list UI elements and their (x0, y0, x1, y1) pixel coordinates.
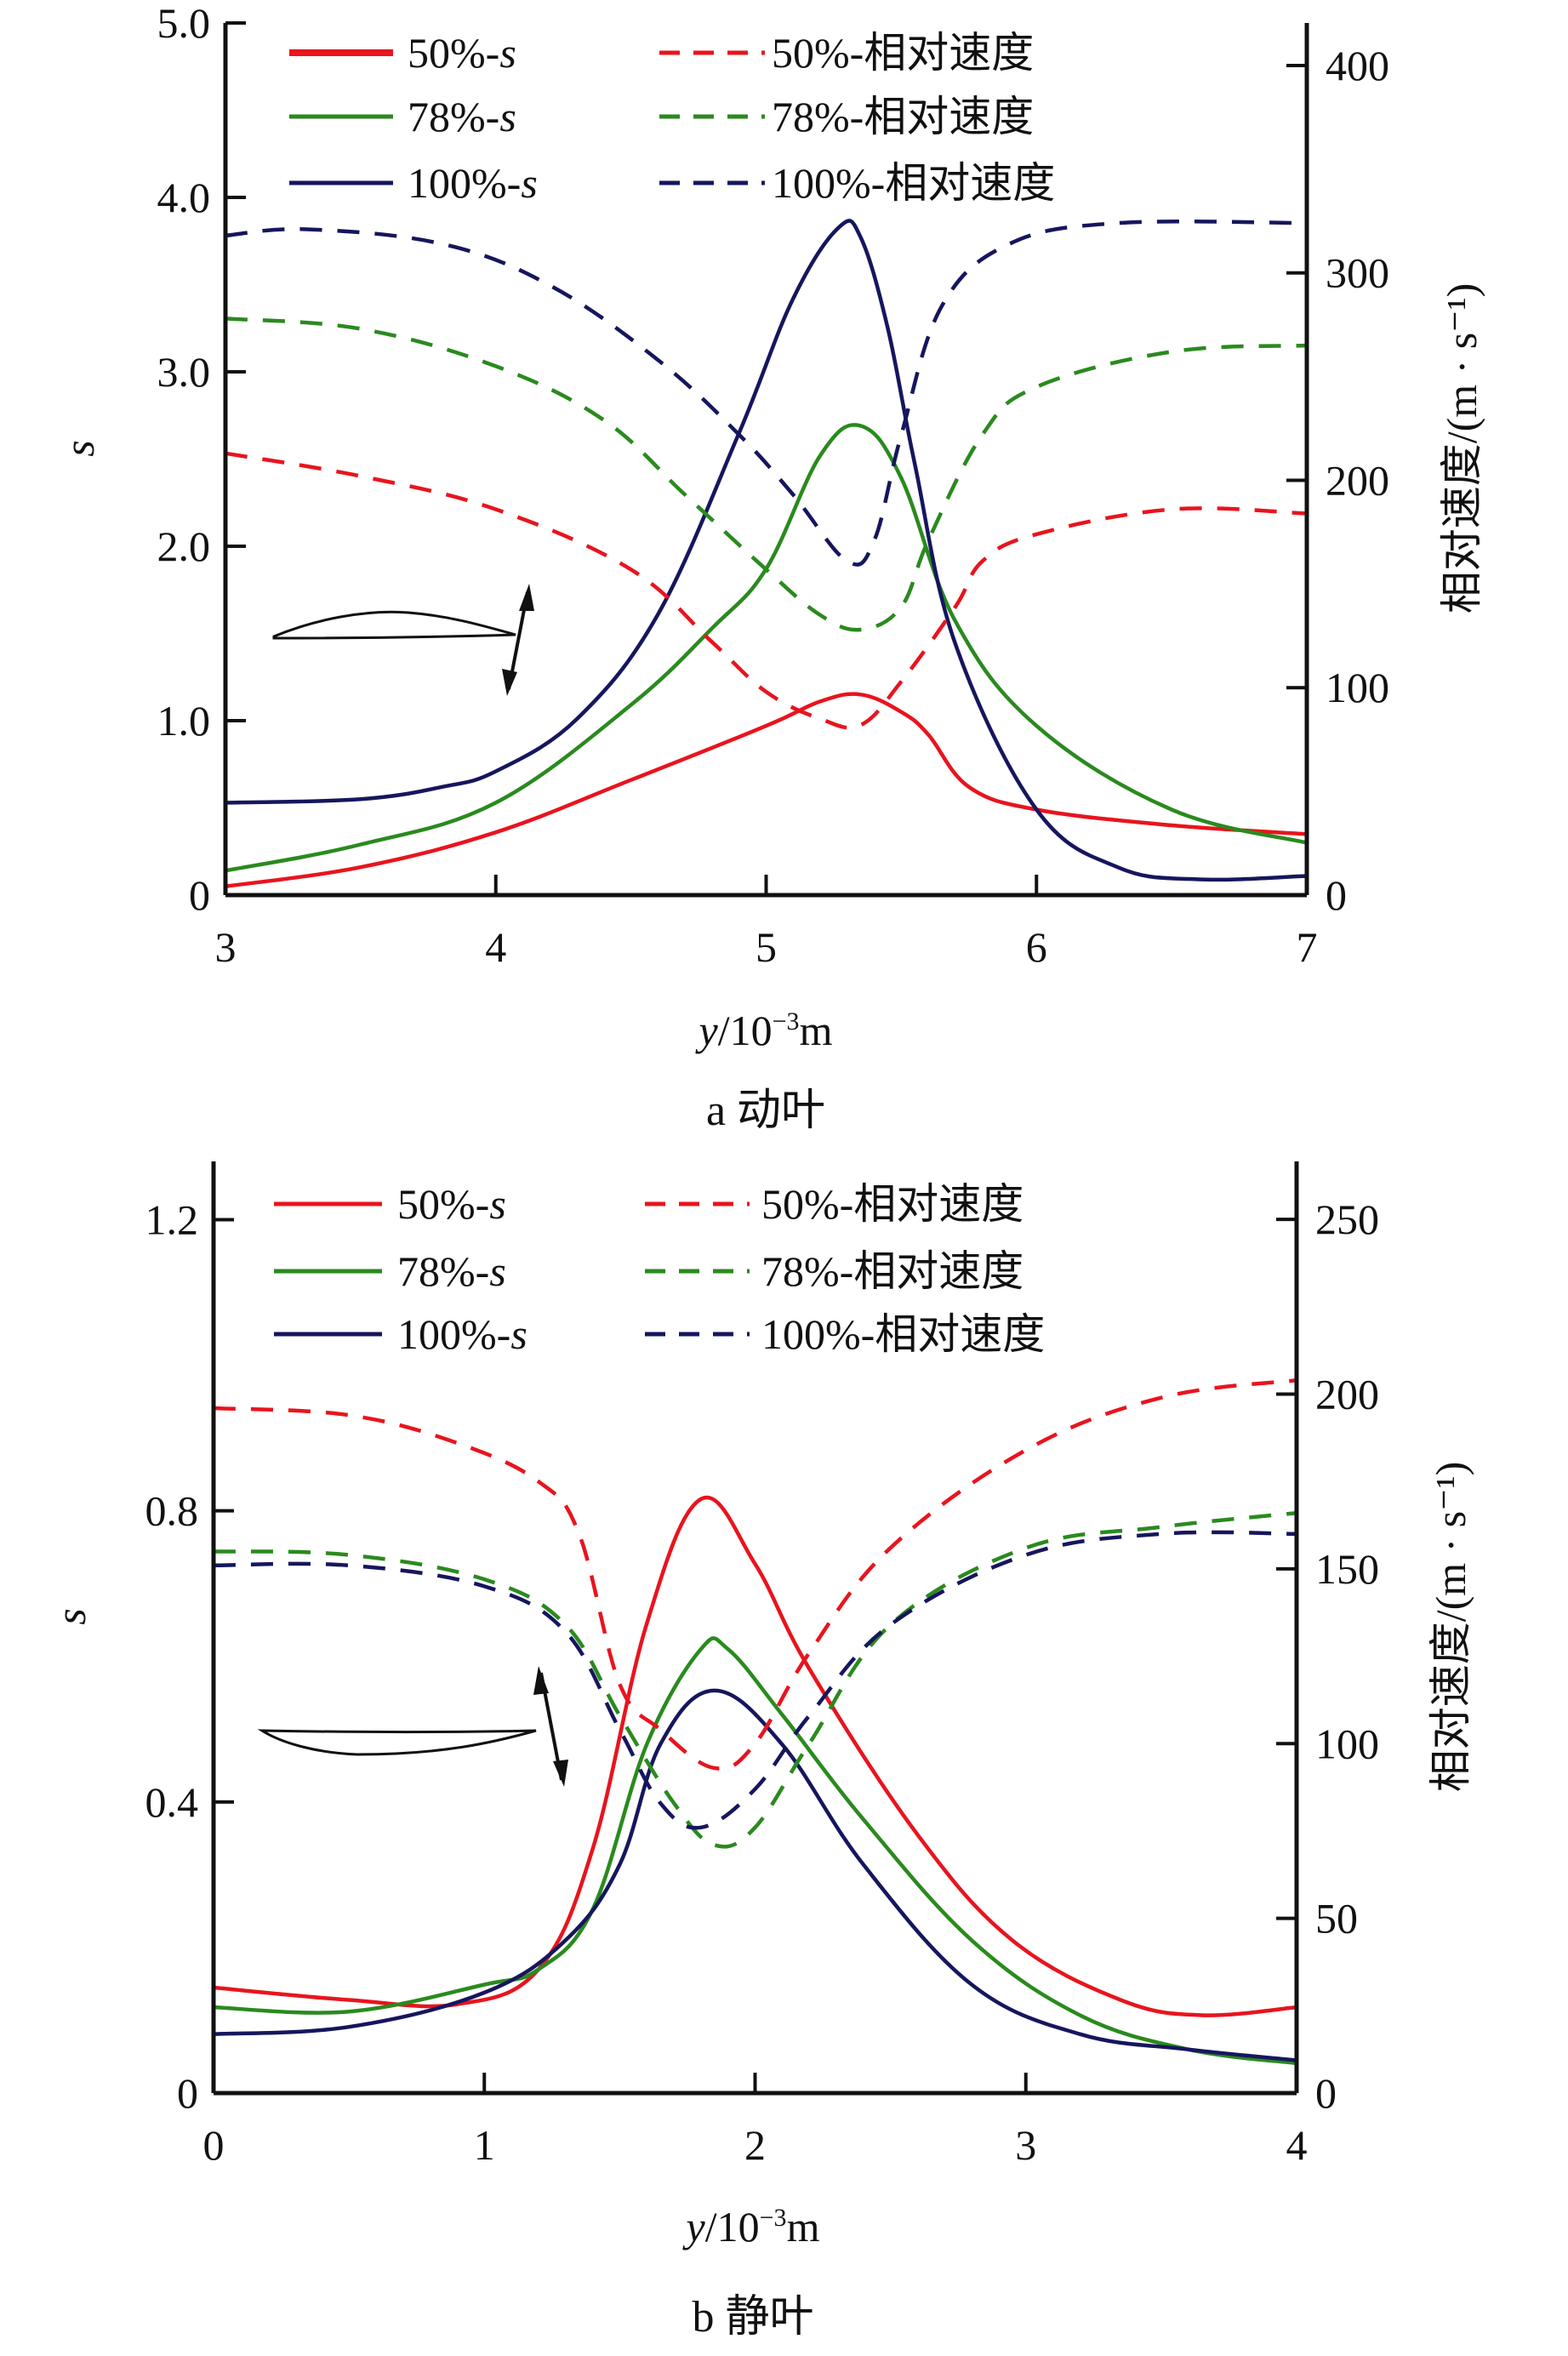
series-line-a-2 (225, 219, 1308, 882)
y-tick-label-left: 1.0 (157, 697, 211, 744)
y-tick-label-right: 250 (1315, 1195, 1379, 1243)
y-tick-label-right: 200 (1326, 456, 1389, 504)
arrow-head-down-icon (553, 1760, 568, 1787)
y-axis-title-right-b: 相对速度/(m · s⁻¹) (1427, 1462, 1474, 1793)
y-tick-label-right: 50 (1315, 1895, 1358, 1942)
y-tick-label-left: 0 (189, 871, 210, 919)
airfoil-icon (272, 610, 516, 640)
caption-b: b 静叶 (692, 2293, 813, 2342)
x-tick-label: 5 (755, 923, 777, 971)
x-tick-label: 2 (744, 2121, 766, 2169)
caption-a: a 动叶 (706, 1087, 825, 1135)
legend-label: 78%-s (397, 1247, 506, 1295)
y-tick-label-left: 0 (177, 2069, 198, 2117)
x-tick-label: 3 (215, 923, 237, 971)
y-tick-label-right: 100 (1315, 1720, 1379, 1767)
y-tick-label-right: 100 (1326, 664, 1389, 711)
airfoil-icon (257, 1729, 537, 1756)
legend-label: 50%-s (408, 29, 516, 77)
legend-b: 50%-s 50%-相对速度 78%-s 78%-相对速度 100%-s 100%-相对速… (274, 1180, 1045, 1358)
x-tick-label: 4 (485, 923, 506, 971)
y-axis-title-right-a: 相对速度/(m · s⁻¹) (1438, 283, 1485, 614)
y-tick-label-right: 200 (1315, 1371, 1379, 1418)
y-tick-label-left: 0.8 (145, 1487, 199, 1535)
y-tick-label-right: 0 (1315, 2069, 1337, 2117)
series-line-a-5 (225, 219, 1308, 567)
legend-label: 100%-相对速度 (761, 1310, 1045, 1358)
legend-label: 50%-相对速度 (761, 1180, 1023, 1228)
arrow-head-up-icon (533, 1666, 549, 1695)
y-axis-title-left-a: s (55, 440, 103, 456)
legend-label: 50%-s (397, 1180, 506, 1228)
series-line-a-3 (225, 451, 1308, 730)
y-tick-label-left: 0.4 (145, 1778, 199, 1826)
legend-label: 78%-s (408, 93, 516, 140)
series-line-a-1 (225, 423, 1308, 873)
series-line-b-4 (213, 1510, 1297, 1849)
legend-label: 78%-相对速度 (772, 93, 1034, 140)
series-line-b-3 (213, 1378, 1297, 1771)
y-tick-label-left: 3.0 (157, 348, 211, 396)
y-tick-label-right: 0 (1326, 871, 1347, 919)
legend-label: 78%-相对速度 (761, 1247, 1023, 1295)
series-line-a-4 (225, 317, 1308, 632)
x-tick-label: 0 (203, 2121, 225, 2169)
y-tick-label-left: 1.2 (145, 1195, 199, 1243)
y-tick-label-right: 300 (1326, 249, 1389, 297)
legend-label: 100%-s (408, 159, 538, 207)
y-axis-title-left-b: s (47, 1608, 94, 1624)
x-tick-label: 3 (1015, 2121, 1036, 2169)
series-line-a-0 (225, 692, 1308, 889)
x-tick-label: 6 (1026, 923, 1047, 971)
x-axis-title-a: y/10−3m (695, 1007, 833, 1054)
y-tick-label-left: 4.0 (157, 174, 211, 221)
airfoil-inset-a (272, 584, 534, 696)
arrow-head-down-icon (502, 669, 517, 696)
legend-label: 100%-相对速度 (772, 159, 1055, 207)
series-line-b-0 (213, 1495, 1297, 2017)
y-tick-label-left: 2.0 (157, 522, 211, 570)
series-line-b-1 (213, 1636, 1297, 2066)
series-line-b-2 (213, 1688, 1297, 2062)
legend-a: 50%-s 50%-相对速度 78%-s 78%-相对速度 100%-s 100%-相对速… (289, 29, 1055, 207)
x-axis-title-b: y/10−3m (682, 2203, 820, 2250)
series-line-b-5 (213, 1530, 1297, 1830)
y-tick-label-right: 400 (1326, 42, 1389, 89)
x-tick-label: 7 (1297, 923, 1318, 971)
arrow-head-up-icon (519, 584, 534, 611)
airfoil-inset-b (257, 1666, 568, 1787)
legend-label: 100%-s (397, 1310, 527, 1358)
legend-label: 50%-相对速度 (772, 29, 1034, 77)
x-tick-label: 1 (474, 2121, 495, 2169)
x-tick-label: 4 (1286, 2121, 1308, 2169)
y-tick-label-left: 5.0 (157, 0, 211, 47)
y-tick-label-right: 150 (1315, 1545, 1379, 1593)
